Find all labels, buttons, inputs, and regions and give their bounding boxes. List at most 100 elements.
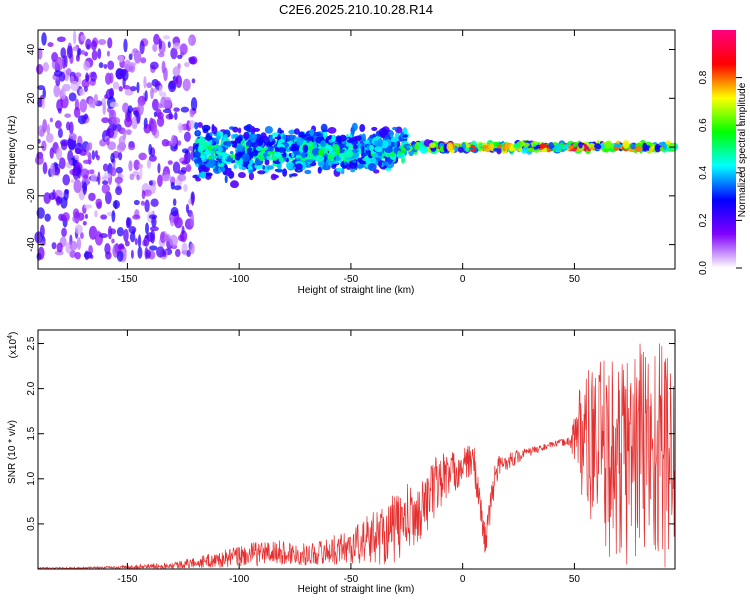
spectrogram-cell bbox=[482, 144, 489, 149]
spectrogram-cell bbox=[243, 131, 250, 140]
spectrogram-cell bbox=[249, 154, 254, 159]
spectrogram-cell bbox=[179, 43, 188, 55]
spectrogram-cell bbox=[143, 236, 150, 247]
spectrogram-cell bbox=[123, 228, 129, 242]
spectrogram-cell bbox=[392, 126, 398, 131]
spectrogram-cell bbox=[394, 140, 398, 147]
spectrogram-cell bbox=[172, 161, 181, 174]
spectrogram-cell bbox=[118, 55, 124, 63]
spectrogram-cell bbox=[513, 143, 521, 149]
spectrogram-cell bbox=[85, 72, 89, 83]
spectrogram-cell bbox=[343, 161, 348, 166]
spectrogram-cell bbox=[97, 39, 107, 46]
spectrogram-cell bbox=[285, 161, 294, 170]
spectrogram-cell bbox=[112, 81, 120, 90]
spectrogram-cell bbox=[220, 166, 226, 173]
spectrogram-cell bbox=[178, 125, 184, 131]
spectrogram-cell bbox=[180, 167, 188, 173]
spectrogram-cell bbox=[104, 94, 108, 100]
spectrogram-cell bbox=[197, 122, 203, 128]
spectrogram-cell bbox=[295, 163, 303, 171]
spectrogram-cell bbox=[111, 238, 115, 244]
spectrogram-cell bbox=[170, 47, 178, 60]
spectrogram-cell bbox=[252, 127, 261, 132]
spectrogram-cell bbox=[64, 189, 70, 195]
spectrogram-frame bbox=[37, 29, 676, 270]
spectrogram-cell bbox=[189, 213, 195, 227]
spectrogram-cell bbox=[193, 158, 199, 164]
spectrogram-cell bbox=[44, 213, 51, 222]
spectrogram-cell bbox=[101, 117, 110, 124]
spectrogram-cell bbox=[77, 48, 82, 56]
spectrogram-cell bbox=[235, 136, 243, 143]
spectrogram-cell bbox=[504, 142, 511, 150]
spectrogram-cell bbox=[116, 226, 124, 237]
spectrogram-cell bbox=[304, 169, 312, 175]
x-tick-label: 0 bbox=[460, 574, 466, 585]
spectrogram-cell bbox=[345, 150, 352, 156]
spectrogram-cell bbox=[115, 166, 123, 174]
spectrogram-cell bbox=[201, 124, 211, 132]
spectrogram-cell bbox=[170, 134, 177, 147]
spectrogram-cell bbox=[90, 71, 97, 82]
spectrogram-cell bbox=[168, 111, 173, 120]
spectrogram-cell bbox=[137, 246, 143, 259]
spectrogram-cell bbox=[69, 240, 78, 251]
spectrogram-cell bbox=[88, 142, 93, 151]
spectrogram-cell bbox=[177, 54, 183, 60]
spectrogram-cell bbox=[374, 145, 383, 153]
spectrogram-cell bbox=[327, 152, 333, 161]
snr-series-line bbox=[38, 343, 675, 569]
spectrogram-cell bbox=[159, 231, 166, 244]
spectrogram-cell bbox=[125, 129, 132, 135]
spectrogram-cell bbox=[83, 113, 89, 120]
spectrogram-cell bbox=[175, 248, 181, 258]
spectrogram-cell bbox=[49, 147, 54, 159]
spectrogram-cell bbox=[401, 157, 406, 164]
spectrogram-cell bbox=[218, 162, 225, 168]
spectrogram-cell bbox=[199, 171, 207, 179]
spectrogram-cell bbox=[97, 171, 101, 186]
spectrogram-cell bbox=[264, 125, 273, 134]
spectrogram-cell bbox=[81, 49, 85, 55]
spectrogram-cell bbox=[279, 130, 284, 134]
spectrogram-cell bbox=[143, 189, 152, 197]
spectrogram-cell bbox=[306, 136, 314, 141]
spectrogram-cell bbox=[162, 108, 172, 114]
spectrogram-cell bbox=[53, 70, 63, 77]
spectrogram-cell bbox=[305, 159, 314, 163]
spectrogram-cell bbox=[145, 249, 152, 259]
spectrogram-cell bbox=[100, 214, 108, 220]
spectrogram-cell bbox=[318, 148, 324, 158]
spectrogram-cell bbox=[361, 146, 365, 155]
spectrogram-cell bbox=[129, 232, 136, 243]
spectrogram-cell bbox=[589, 146, 596, 151]
spectrogram-cell bbox=[107, 141, 117, 151]
spectrogram-cell bbox=[349, 162, 357, 169]
spectrogram-cell bbox=[294, 154, 301, 159]
spectrogram-cell bbox=[180, 106, 190, 113]
spectrogram-cell bbox=[163, 233, 171, 242]
spectrogram-cell bbox=[132, 214, 141, 220]
spectrogram-cell bbox=[210, 152, 215, 161]
spectrogram-cell bbox=[313, 141, 317, 149]
spectrogram-cell bbox=[146, 82, 153, 89]
spectrogram-cell bbox=[103, 63, 108, 69]
spectrogram-cell bbox=[49, 163, 56, 177]
spectrogram-cell bbox=[578, 141, 583, 149]
spectrogram-cell bbox=[57, 107, 62, 114]
spectrogram-cell bbox=[126, 217, 132, 228]
spectrogram-cell bbox=[82, 159, 92, 164]
x-tick-label: 50 bbox=[569, 274, 581, 285]
spectrogram-cell bbox=[157, 111, 164, 120]
spectrogram-cell bbox=[238, 171, 246, 179]
y-tick-label: 40 bbox=[26, 44, 37, 56]
spectrogram-cell bbox=[157, 52, 165, 58]
spectrogram-cell bbox=[143, 76, 147, 89]
spectrogram-cell bbox=[150, 198, 159, 207]
spectrogram-cell bbox=[361, 133, 366, 142]
spectrogram-cell bbox=[282, 134, 286, 140]
spectrogram-cell bbox=[286, 134, 295, 141]
spectrogram-cell bbox=[390, 137, 399, 142]
